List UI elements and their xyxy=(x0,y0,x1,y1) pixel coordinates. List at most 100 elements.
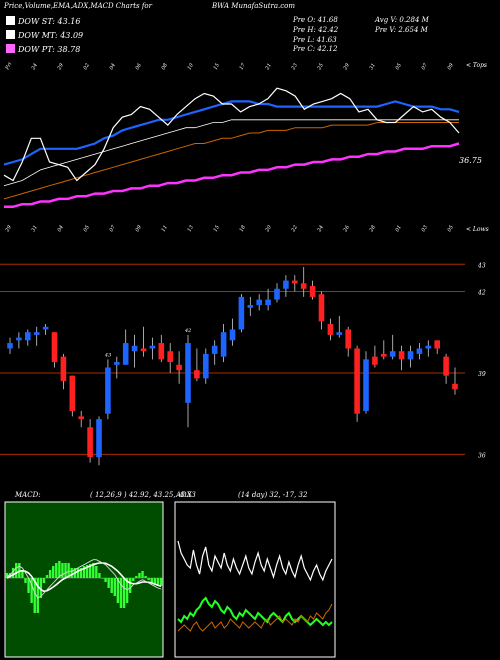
legend-swatch-st xyxy=(6,16,15,25)
candle-body xyxy=(416,348,423,354)
candle-body xyxy=(300,283,307,289)
macd-histogram-bar xyxy=(107,578,110,588)
candle-body xyxy=(25,332,31,341)
candle-body xyxy=(327,324,334,335)
macd-line xyxy=(6,559,162,599)
candle-body xyxy=(51,332,58,363)
candle-body xyxy=(105,367,111,414)
candle-body xyxy=(211,345,218,354)
candle-body xyxy=(229,329,236,341)
macd-histogram-bar xyxy=(45,575,49,578)
pre-close: Pre C: 42.12 xyxy=(293,45,338,53)
candle-body xyxy=(372,356,378,365)
ema-top-date-label: 17 xyxy=(239,62,248,71)
macd-histogram-bar xyxy=(116,578,120,603)
macd-histogram-bar xyxy=(82,566,86,578)
macd-histogram-bar xyxy=(5,573,9,578)
legend-dow-mt: DOW MT: 43.09 xyxy=(6,30,83,40)
candle-body xyxy=(69,375,76,411)
candle-body xyxy=(238,296,245,330)
candle-body xyxy=(78,416,84,420)
legend-dow-mt-label: DOW MT: 43.09 xyxy=(18,31,84,40)
macd-histogram-bar xyxy=(113,578,116,596)
candle-body xyxy=(336,332,343,335)
candle-body xyxy=(363,359,369,411)
macd-histogram-bar xyxy=(88,564,92,578)
candle-body xyxy=(247,305,254,308)
adx-minus-di-line xyxy=(177,603,333,632)
adx-panel xyxy=(174,501,336,658)
pre-low: Pre L: 41.63 xyxy=(293,36,337,44)
ema-top-date-label: 10 xyxy=(187,62,196,71)
candle-body xyxy=(309,286,316,297)
ema-top-date-label: 06 xyxy=(135,62,144,71)
macd-histogram-bar xyxy=(21,570,24,578)
pre-high: Pre H: 42.42 xyxy=(293,26,339,34)
macd-histogram-bar xyxy=(125,578,129,603)
ema-bottom-date-label: 31 xyxy=(31,224,39,233)
candle-value-label: 42 xyxy=(184,328,191,334)
macd-histogram-bar xyxy=(36,578,39,613)
ema-bottom-date-label: 03 xyxy=(421,224,429,233)
ema-bottom-date-label: 26 xyxy=(342,224,351,234)
macd-histogram-bar xyxy=(24,578,27,583)
candle-body xyxy=(140,348,147,352)
candle-body xyxy=(131,345,138,352)
macd-histogram-bar xyxy=(58,561,61,578)
macd-histogram-bar xyxy=(27,578,30,593)
macd-histogram-bar xyxy=(30,578,33,603)
macd-histogram-bar xyxy=(52,566,55,578)
candle-body xyxy=(265,299,271,306)
candle-body xyxy=(354,348,360,414)
legend-dow-st: DOW ST: 43.16 xyxy=(6,16,80,26)
ema-bottom-date-label: 01 xyxy=(395,224,403,233)
macd-histogram-bar xyxy=(150,578,153,583)
candle-body xyxy=(220,332,227,357)
legend-dow-pt: DOW PT: 38.78 xyxy=(6,44,80,54)
ema-bottom-date-label: 20 xyxy=(264,224,273,234)
candle-body xyxy=(452,383,458,390)
ema-bottom-date-label: 28 xyxy=(368,224,377,233)
candle-body xyxy=(96,419,102,458)
ema-bottom-date-label: 05 xyxy=(83,224,91,233)
pre-open: Pre O: 41.68 xyxy=(293,16,338,24)
candle-body xyxy=(7,343,13,349)
ema-bottom-date-label: 18 xyxy=(239,224,247,233)
ema-top-date-label: 08 xyxy=(161,62,169,71)
macd-histogram-bar xyxy=(132,578,135,581)
ema-bottom-date-label: 24 xyxy=(316,224,325,233)
ema-price-line xyxy=(3,87,460,182)
macd-histogram-bar xyxy=(101,578,104,579)
symbol-label: BWA MunafaSutra.com xyxy=(212,2,296,10)
candle-body xyxy=(407,351,414,360)
candle-body xyxy=(42,326,49,330)
legend-dow-st-label: DOW ST: 43.16 xyxy=(18,17,81,26)
chart-title: Price,Volume,EMA,ADX,MACD Charts for xyxy=(4,2,152,10)
price-level-label: 39 xyxy=(478,371,486,378)
ema-bottom-date-label: 09 xyxy=(135,224,144,233)
ema-bottom-date-label: 11 xyxy=(161,224,169,233)
ema-magenta-line xyxy=(4,142,460,209)
ema-top-date-label: 23 xyxy=(290,62,299,71)
ema-bottom-date-label: 22 xyxy=(290,224,299,233)
ema-bottom-date-label: 29 xyxy=(4,224,13,234)
macd-histogram-bar xyxy=(76,568,80,578)
ema-top-date-label: 29 xyxy=(342,62,351,72)
candle-body xyxy=(345,329,351,349)
candle-body xyxy=(256,299,262,306)
legend-swatch-mt xyxy=(6,30,15,39)
macd-histogram-bar xyxy=(153,578,157,585)
candle-body xyxy=(283,280,289,289)
ema-bottom-date-label: 07 xyxy=(109,224,118,233)
legend-swatch-pt xyxy=(6,44,15,53)
ema-top-date-label: 04 xyxy=(109,62,117,71)
macd-histogram-bar xyxy=(141,571,144,578)
ema-blue-line xyxy=(3,100,460,166)
macd-histogram-bar xyxy=(95,566,98,578)
adx-title: ADX xyxy=(176,491,192,499)
candle-body xyxy=(33,332,40,335)
ema-last-label: 36.75 xyxy=(459,156,482,165)
legend-dow-pt-label: DOW PT: 38.78 xyxy=(18,45,81,54)
ema-top-date-label: 25 xyxy=(316,62,325,71)
